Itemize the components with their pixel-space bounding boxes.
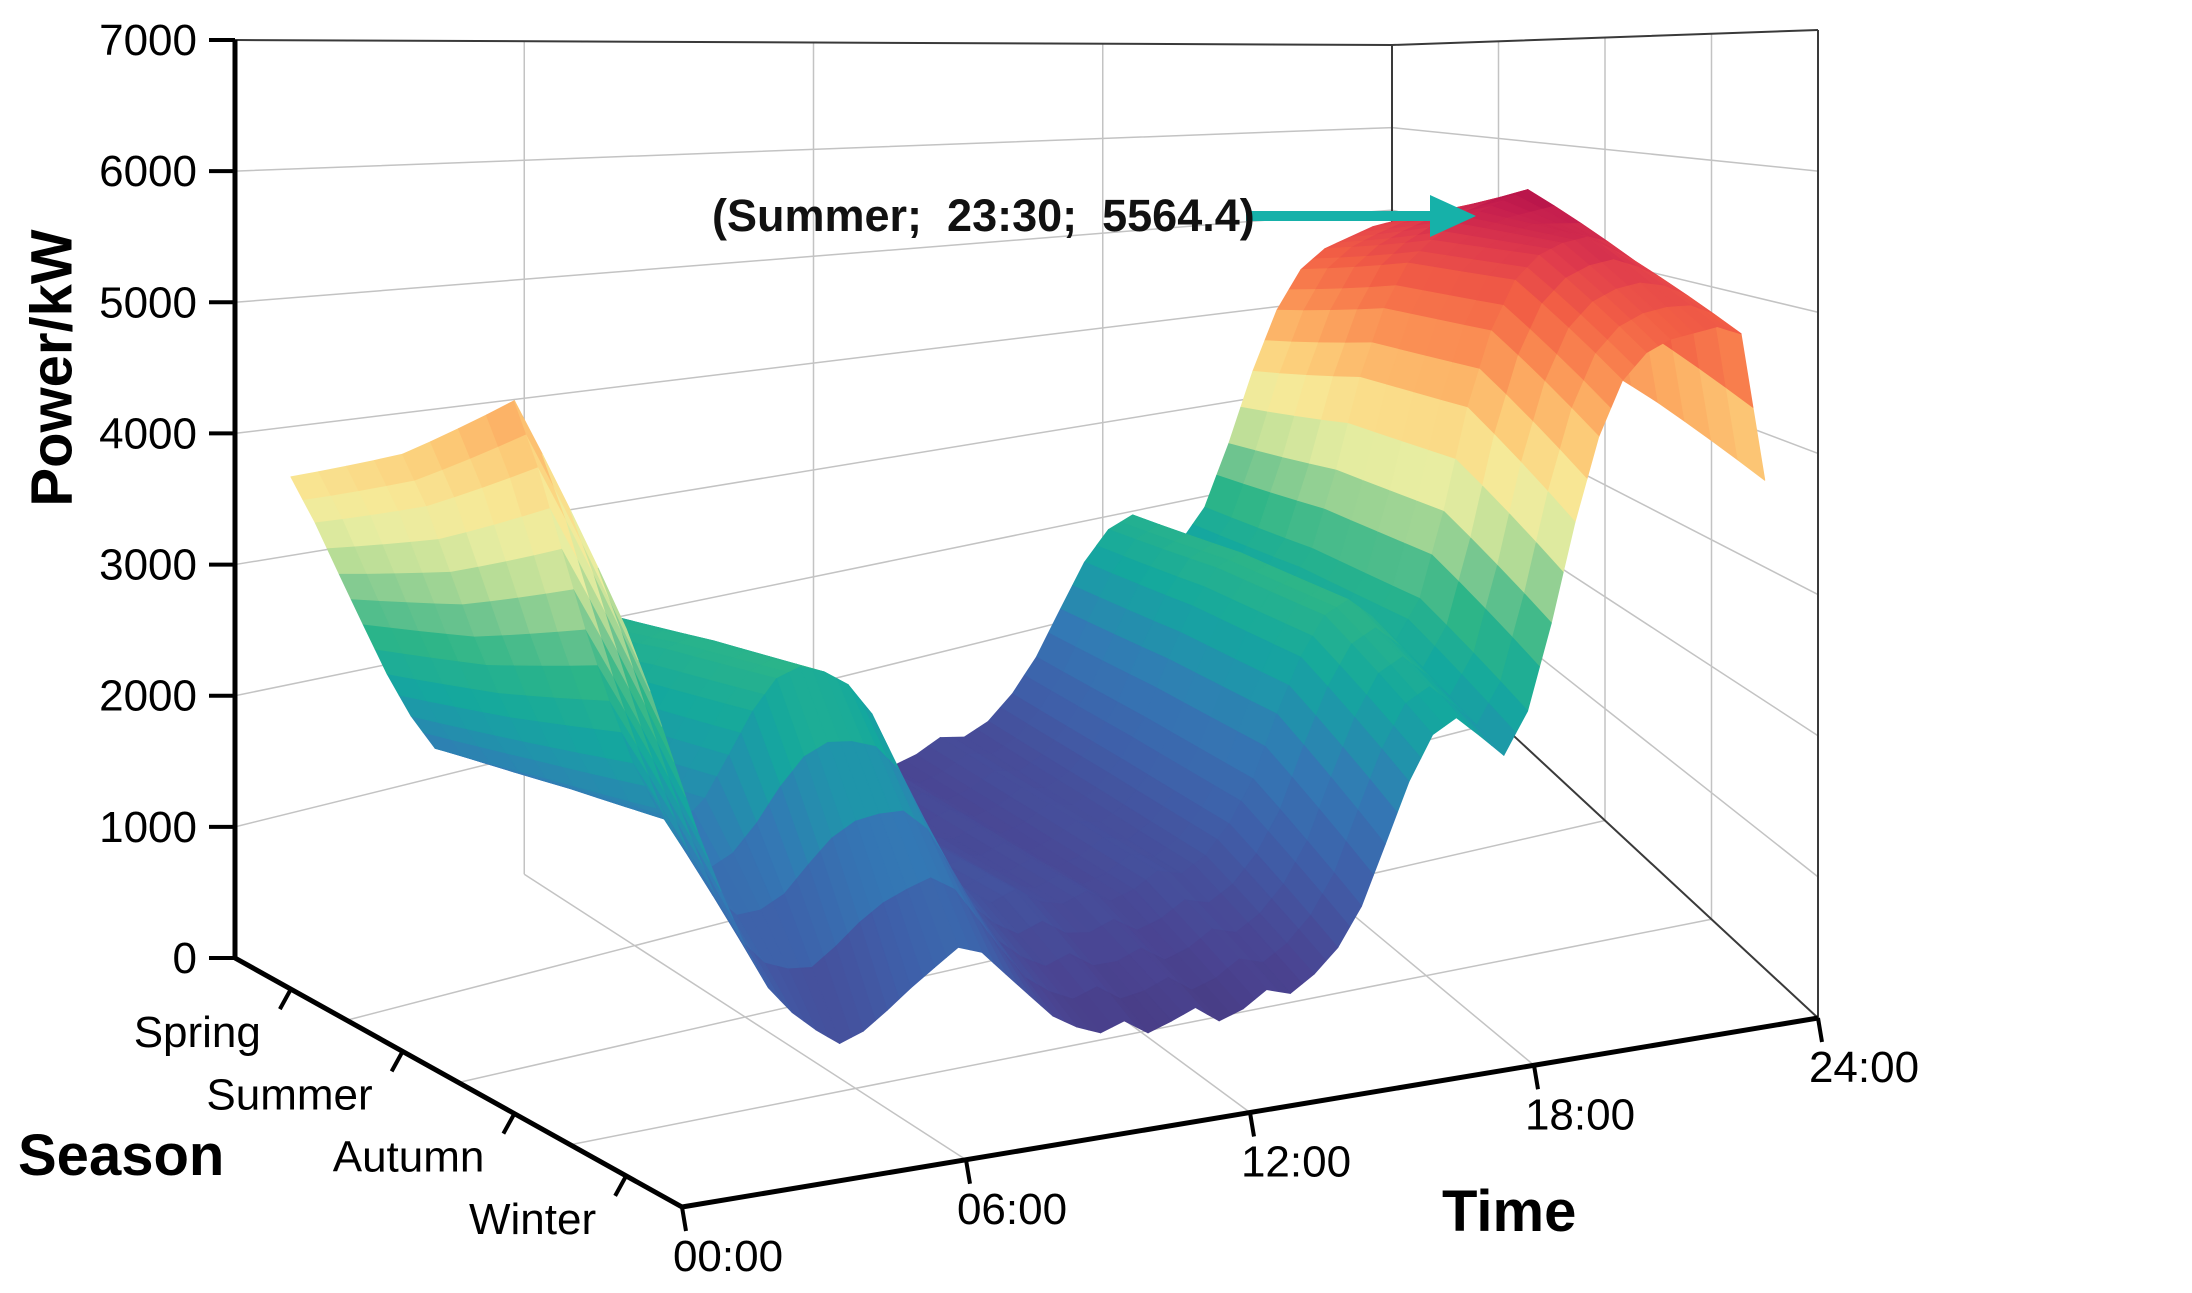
season-tick-label: Autumn [333,1133,485,1182]
time-tick-label: 24:00 [1809,1043,1919,1092]
z-axis-title: Power/kW [19,229,85,507]
time-tick-label: 06:00 [957,1185,1067,1234]
season-tick-label: Spring [134,1008,261,1057]
z-tick-label: 1000 [99,803,197,852]
z-tick-label: 2000 [99,672,197,721]
season-tick-label: Winter [469,1195,596,1244]
axes [209,38,1824,1232]
z-tick-label: 0 [173,934,197,983]
peak-annotation: (Summer; 23:30; 5564.4) [712,190,1255,241]
time-tick-label: 12:00 [1241,1138,1351,1187]
z-tick-label: 5000 [99,278,197,327]
tick-labels: 0 1000 2000 3000 4000 5000 6000 7000 Spring Summe… [99,16,1919,1281]
time-tick-label: 00:00 [673,1232,783,1281]
z-tick-label: 7000 [99,16,197,65]
z-tick-label: 4000 [99,409,197,458]
y-axis-title: Season [18,1123,225,1188]
surface-mesh [290,189,1766,1044]
time-tick-label: 18:00 [1525,1090,1635,1139]
z-tick-label: 3000 [99,541,197,590]
z-tick-label: 6000 [99,147,197,196]
season-tick-label: Summer [206,1070,372,1119]
x-axis-title: Time [1442,1179,1577,1244]
annotation-arrow [1246,195,1476,237]
